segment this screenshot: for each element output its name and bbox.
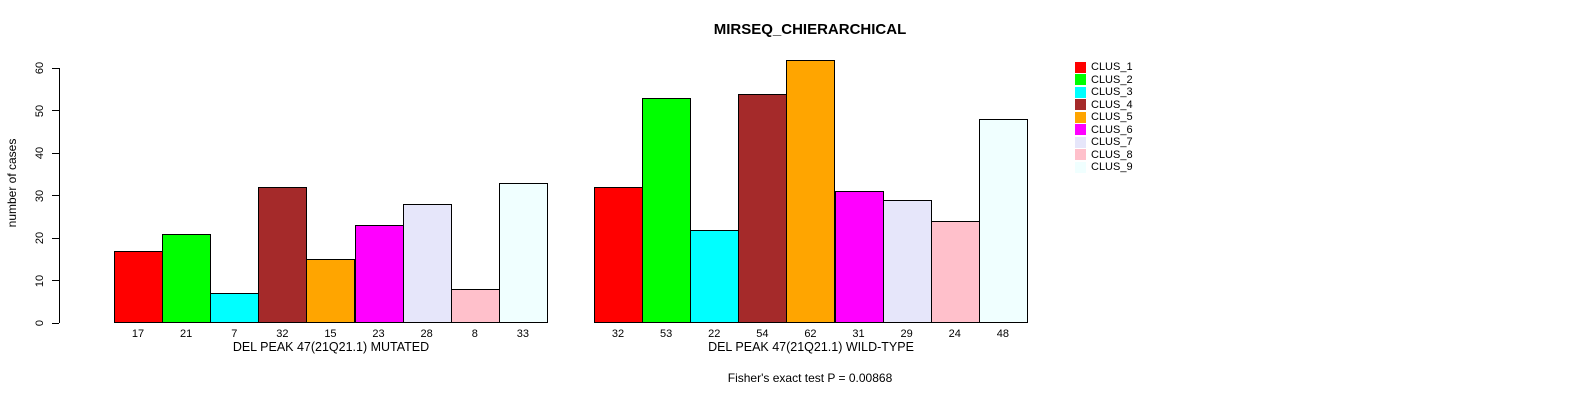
legend-label: CLUS_8 — [1091, 148, 1133, 161]
bar-value-label: 33 — [516, 328, 529, 340]
legend-swatch-clus_8 — [1075, 149, 1086, 161]
y-tick-mark — [52, 67, 59, 69]
legend-label: CLUS_1 — [1091, 61, 1133, 74]
bar-clus_7-group1 — [882, 199, 932, 323]
bar-clus_1-group0 — [114, 250, 164, 323]
legend-label: CLUS_4 — [1091, 98, 1133, 111]
bar-clus_7-group0 — [402, 204, 452, 323]
legend-swatch-clus_9 — [1075, 161, 1086, 173]
group-label-wildtype: DEL PEAK 47(21Q21.1) WILD-TYPE — [708, 340, 914, 354]
bar-value-label: 29 — [900, 328, 913, 340]
legend-row: CLUS_7 — [1075, 136, 1133, 149]
bar-clus_3-group0 — [210, 293, 260, 323]
chart-title: MIRSEQ_CHIERARCHICAL — [713, 21, 907, 38]
fisher-test-annotation: Fisher's exact test P = 0.00868 — [727, 371, 893, 385]
y-tick-mark — [52, 152, 59, 154]
legend-swatch-clus_2 — [1075, 74, 1086, 86]
y-tick-label: 20 — [34, 231, 46, 245]
y-tick-mark — [52, 195, 59, 197]
y-axis-line — [59, 68, 61, 323]
bar-clus_2-group1 — [642, 97, 692, 323]
bar-value-label: 53 — [660, 328, 673, 340]
y-tick-label: 50 — [34, 104, 46, 117]
bar-clus_9-group0 — [498, 182, 548, 323]
bar-clus_5-group1 — [786, 59, 836, 323]
bar-value-label: 54 — [756, 328, 769, 340]
group-label-mutated: DEL PEAK 47(21Q21.1) MUTATED — [232, 340, 430, 354]
y-tick-mark — [52, 110, 59, 112]
y-tick-label: 40 — [34, 146, 46, 160]
bar-value-label: 28 — [420, 328, 433, 340]
bar-clus_3-group1 — [690, 229, 740, 323]
y-tick-label: 60 — [34, 61, 46, 75]
legend-row: CLUS_9 — [1075, 161, 1133, 174]
legend-label: CLUS_6 — [1091, 123, 1133, 136]
legend-row: CLUS_1 — [1075, 61, 1133, 74]
bar-value-label: 32 — [611, 328, 625, 340]
y-tick-mark — [52, 322, 59, 324]
bar-clus_6-group1 — [834, 191, 884, 323]
bar-clus_9-group1 — [978, 119, 1028, 323]
bar-value-label: 22 — [708, 328, 721, 340]
legend-row: CLUS_3 — [1075, 86, 1133, 99]
bar-clus_8-group1 — [930, 221, 980, 323]
legend-swatch-clus_3 — [1075, 86, 1086, 98]
legend-label: CLUS_9 — [1091, 161, 1133, 174]
legend: CLUS_1 CLUS_2 CLUS_3 CLUS_4 CLUS_5 CLUS_6 CLUS… — [1075, 61, 1133, 174]
legend-swatch-clus_7 — [1075, 136, 1086, 148]
y-tick-label: 0 — [34, 319, 46, 327]
bar-clus_8-group0 — [450, 289, 500, 323]
bar-value-label: 21 — [180, 328, 193, 340]
legend-swatch-clus_5 — [1075, 111, 1086, 123]
y-tick-mark — [52, 237, 59, 239]
legend-swatch-clus_4 — [1075, 99, 1086, 111]
bar-value-label: 15 — [324, 328, 337, 340]
bar-value-label: 48 — [996, 328, 1009, 340]
legend-label: CLUS_7 — [1091, 136, 1133, 149]
bar-value-label: 31 — [852, 328, 865, 340]
legend-label: CLUS_2 — [1091, 73, 1133, 86]
legend-row: CLUS_5 — [1075, 111, 1133, 124]
bar-value-label: 24 — [948, 328, 961, 340]
y-tick-mark — [52, 280, 59, 282]
legend-label: CLUS_3 — [1091, 86, 1133, 99]
legend-row: CLUS_4 — [1075, 99, 1133, 112]
y-tick-label: 30 — [34, 189, 46, 202]
legend-swatch-clus_1 — [1075, 61, 1086, 73]
legend-row: CLUS_2 — [1075, 74, 1133, 87]
y-tick-label: 10 — [34, 274, 46, 287]
bar-clus_1-group1 — [594, 187, 644, 323]
legend-row: CLUS_8 — [1075, 149, 1133, 162]
bar-clus_5-group0 — [306, 259, 356, 323]
bar-clus_2-group0 — [162, 233, 212, 323]
legend-swatch-clus_6 — [1075, 124, 1086, 136]
bar-clus_4-group1 — [738, 93, 788, 323]
bar-value-label: 32 — [276, 328, 289, 340]
bar-value-label: 8 — [471, 328, 478, 340]
y-axis-title: number of cases — [5, 138, 19, 228]
bar-value-label: 7 — [231, 328, 238, 340]
bar-value-label: 62 — [804, 328, 817, 340]
bar-value-label: 23 — [372, 328, 385, 340]
bar-clus_6-group0 — [354, 225, 404, 323]
legend-label: CLUS_5 — [1091, 111, 1133, 124]
bar-value-label: 17 — [131, 328, 145, 340]
legend-row: CLUS_6 — [1075, 124, 1133, 137]
bar-clus_4-group0 — [258, 187, 308, 323]
